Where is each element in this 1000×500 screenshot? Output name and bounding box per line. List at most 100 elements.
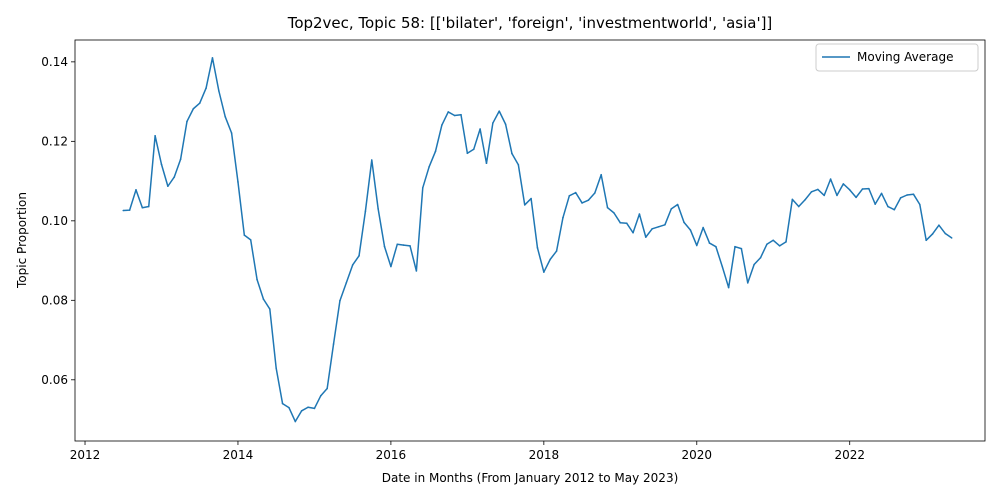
- y-axis-label: Topic Proportion: [15, 192, 29, 289]
- data-point: [141, 206, 144, 209]
- data-point: [167, 185, 169, 188]
- data-point: [517, 163, 520, 166]
- data-point: [836, 194, 838, 197]
- plot-area: [75, 40, 985, 441]
- data-point: [504, 123, 507, 126]
- y-tick-label: 0.06: [41, 373, 68, 387]
- data-point: [715, 245, 717, 248]
- data-point: [613, 212, 615, 214]
- data-point: [485, 162, 488, 164]
- data-point: [785, 241, 787, 243]
- data-point: [492, 122, 494, 124]
- data-point: [938, 224, 940, 226]
- data-point: [230, 132, 233, 134]
- data-point: [919, 203, 921, 206]
- data-point: [708, 242, 711, 244]
- data-point: [472, 148, 475, 151]
- data-point: [536, 247, 539, 249]
- data-point: [479, 128, 481, 130]
- data-point: [523, 204, 526, 206]
- data-point: [530, 197, 532, 200]
- data-points: [122, 57, 953, 423]
- data-point: [804, 198, 806, 201]
- data-point: [332, 343, 335, 345]
- data-point: [899, 196, 902, 199]
- data-point: [434, 150, 437, 153]
- data-point: [147, 205, 150, 208]
- data-point: [549, 258, 552, 261]
- data-point: [880, 192, 883, 195]
- data-point: [186, 120, 188, 123]
- data-point: [421, 187, 424, 189]
- data-point: [670, 208, 673, 210]
- data-point: [740, 247, 743, 250]
- data-point: [262, 298, 265, 300]
- data-point: [651, 227, 653, 230]
- data-point: [122, 209, 125, 212]
- plot-frame: [74, 39, 986, 442]
- data-point: [861, 188, 864, 190]
- data-point: [746, 282, 749, 284]
- data-point: [320, 394, 322, 397]
- data-point: [396, 243, 399, 246]
- data-point: [415, 270, 418, 272]
- data-point: [160, 163, 163, 166]
- data-point: [632, 231, 634, 234]
- data-point: [587, 199, 590, 201]
- data-point: [855, 196, 857, 199]
- data-point: [128, 209, 131, 211]
- data-point: [950, 237, 953, 239]
- legend: Moving Average: [815, 43, 979, 72]
- data-point: [594, 192, 596, 194]
- data-point: [555, 250, 558, 252]
- data-point: [772, 239, 775, 242]
- data-point: [842, 183, 845, 185]
- data-point: [848, 189, 851, 191]
- chart-title: Top2vec, Topic 58: [['bilater', 'foreign…: [287, 14, 773, 32]
- data-point: [829, 178, 832, 180]
- data-point: [759, 256, 762, 259]
- data-point: [428, 165, 430, 168]
- data-point: [466, 152, 469, 155]
- x-tick-label: 2020: [682, 448, 713, 462]
- data-point: [154, 134, 156, 137]
- data-point: [275, 367, 277, 370]
- data-point: [511, 152, 513, 155]
- data-point: [192, 107, 195, 110]
- data-point: [453, 114, 456, 117]
- x-axis: 2012 2014 2016 2018 2020 2022: [70, 441, 865, 462]
- data-point: [778, 245, 781, 247]
- data-point: [281, 402, 284, 405]
- data-point: [377, 208, 379, 210]
- data-point: [409, 245, 411, 247]
- legend-label: Moving Average: [857, 50, 953, 64]
- data-point: [460, 113, 462, 116]
- data-point: [944, 232, 947, 235]
- data-point: [205, 87, 207, 89]
- data-point: [135, 189, 137, 191]
- data-point: [581, 202, 583, 204]
- data-point: [256, 278, 258, 281]
- data-point: [644, 236, 647, 238]
- data-point: [383, 245, 386, 248]
- data-point: [249, 239, 252, 241]
- data-point: [664, 224, 666, 226]
- data-point: [657, 225, 660, 228]
- data-point: [574, 191, 577, 194]
- x-tick-label: 2018: [529, 448, 560, 462]
- data-point: [689, 229, 692, 231]
- data-point: [224, 115, 227, 118]
- data-point: [568, 194, 571, 197]
- data-point: [173, 176, 176, 178]
- data-point: [676, 203, 679, 206]
- data-point: [734, 245, 736, 248]
- data-point: [198, 102, 201, 104]
- data-point: [307, 406, 309, 409]
- data-point: [218, 90, 220, 92]
- data-point: [313, 407, 316, 410]
- y-tick-label: 0.14: [41, 55, 68, 69]
- data-point: [600, 173, 602, 176]
- data-point: [931, 233, 934, 235]
- data-point: [823, 194, 826, 197]
